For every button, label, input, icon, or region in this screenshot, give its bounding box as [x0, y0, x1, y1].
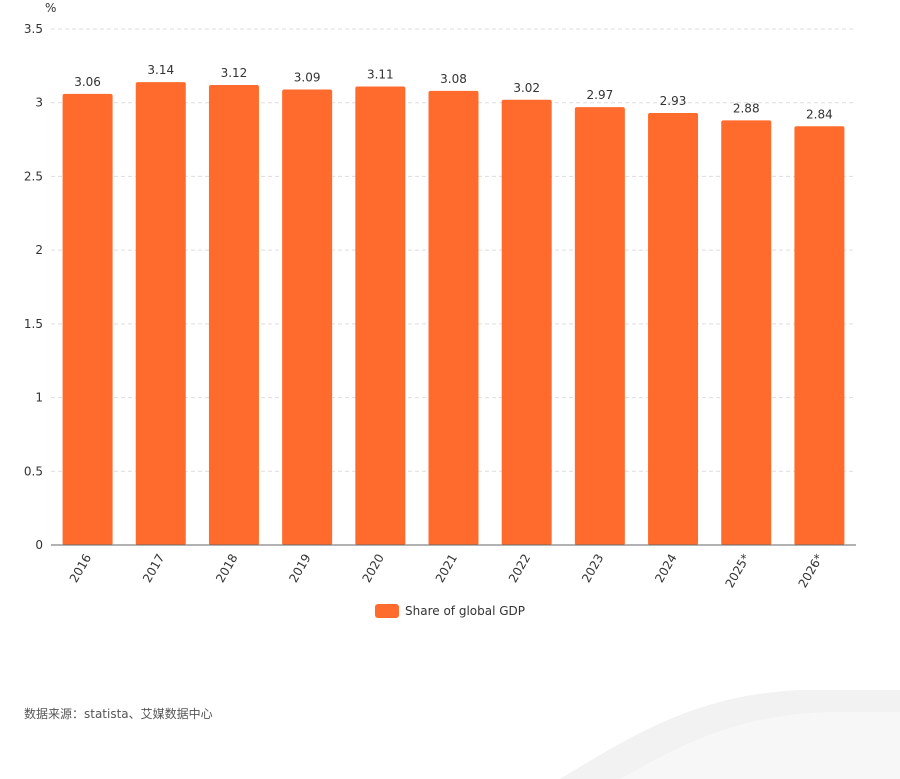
x-tick-label: 2025*: [722, 552, 752, 591]
y-tick-label: 1: [35, 391, 43, 405]
data-label: 3.06: [74, 75, 101, 89]
bar: [428, 90, 479, 546]
x-tick-label: 2016: [67, 552, 94, 585]
data-label: 3.08: [440, 72, 467, 86]
y-tick-label: 3.5: [24, 22, 43, 36]
data-label: 3.12: [221, 66, 248, 80]
bar: [648, 113, 699, 545]
bar: [794, 126, 845, 545]
x-tick-label: 2022: [506, 552, 533, 585]
data-label: 2.97: [587, 88, 614, 102]
legend-label: Share of global GDP: [405, 604, 526, 618]
data-label: 3.02: [513, 81, 540, 95]
x-tick-label: 2019: [286, 552, 313, 585]
y-tick-label: 0: [35, 538, 43, 552]
x-tick-label: 2017: [140, 552, 167, 585]
bar: [721, 120, 772, 546]
bar: [62, 93, 113, 546]
x-tick-label: 2023: [579, 552, 606, 585]
data-label: 2.93: [660, 94, 687, 108]
x-tick-label: 2020: [360, 552, 387, 585]
data-label: 2.88: [733, 101, 760, 115]
x-tick-label: 2024: [652, 552, 679, 585]
bar: [355, 86, 406, 546]
y-tick-label: 3: [35, 96, 43, 110]
data-label: 3.14: [147, 63, 174, 77]
y-tick-label: 0.5: [24, 464, 43, 478]
x-tick-label: 2018: [213, 552, 240, 585]
bar: [282, 89, 333, 546]
y-axis-unit: %: [45, 1, 56, 15]
data-label: 2.84: [806, 107, 833, 121]
bar: [574, 107, 625, 545]
data-label: 3.11: [367, 67, 394, 81]
data-label: 3.09: [294, 70, 321, 84]
x-tick-label: 2021: [433, 552, 460, 585]
y-tick-label: 2: [35, 243, 43, 257]
source-note: 数据来源：statista、艾媒数据中心: [24, 707, 213, 721]
y-tick-label: 2.5: [24, 169, 43, 183]
bar: [135, 82, 186, 546]
chart-legend[interactable]: Share of global GDP: [375, 604, 525, 618]
bar-chart: % 0 0.5 1 1.5 2 2.5 3 3.5 3.06 2016 3.14 2017 3.12 201…: [24, 1, 856, 591]
x-tick-label: 2026*: [796, 552, 826, 591]
bar: [501, 99, 552, 545]
bar: [208, 85, 259, 545]
legend-swatch: [375, 604, 399, 618]
y-tick-label: 1.5: [24, 317, 43, 331]
